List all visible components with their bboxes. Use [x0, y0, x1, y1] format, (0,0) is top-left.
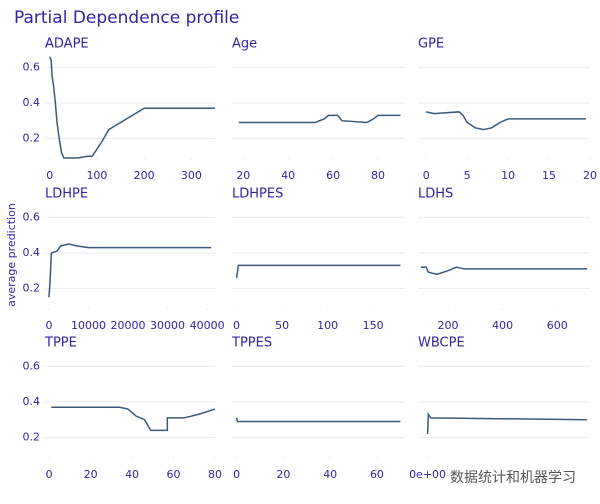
x-tick-label: 80: [208, 468, 222, 481]
x-tick-label: 0: [46, 468, 53, 481]
x-tick-label: 60: [370, 468, 384, 481]
y-tick-label: 0.4: [23, 395, 41, 408]
pd-line: [48, 243, 212, 298]
x-tick-label: 60: [167, 468, 181, 481]
y-tick-label: 0.6: [23, 60, 41, 73]
pd-line: [238, 114, 401, 124]
pd-line: [49, 56, 215, 159]
panel-title: LDHPE: [45, 187, 88, 202]
x-tick-label: 40: [323, 468, 337, 481]
x-tick-label: 20: [84, 468, 98, 481]
panel-title: GPE: [418, 37, 444, 52]
x-tick-label: 15: [542, 169, 556, 182]
watermark: 数据统计和机器学习: [450, 470, 576, 486]
pd-line: [235, 264, 401, 278]
x-tick-label: 40: [125, 468, 139, 481]
x-tick-label: 10000: [71, 319, 106, 332]
x-tick-label: 0: [233, 319, 240, 332]
y-tick-label: 0.2: [23, 430, 41, 443]
x-tick-label: 100: [86, 169, 107, 182]
panel-title: LDHS: [418, 187, 453, 202]
panel-title: TPPE: [44, 336, 77, 351]
pd-line: [420, 266, 588, 276]
y-tick-label: 0.2: [23, 131, 41, 144]
y-tick-label: 0.6: [23, 359, 41, 372]
x-tick-label: 40: [281, 169, 295, 182]
x-tick-label: 200: [134, 169, 155, 182]
chart-title: Partial Dependence profile: [14, 8, 239, 28]
panel-title: LDHPES: [232, 187, 283, 202]
x-tick-label: 80: [371, 169, 385, 182]
x-tick-label: 0: [423, 169, 430, 182]
x-tick-label: 150: [363, 319, 384, 332]
x-tick-label: 5: [464, 169, 471, 182]
x-tick-label: 0e+00: [409, 468, 446, 481]
x-tick-label: 0: [45, 319, 52, 332]
x-tick-label: 0: [46, 169, 53, 182]
y-tick-label: 0.4: [23, 96, 41, 109]
x-tick-label: 400: [492, 319, 513, 332]
pd-line: [51, 406, 216, 432]
x-tick-label: 60: [326, 169, 340, 182]
x-tick-label: 20: [583, 169, 597, 182]
panel-title: Age: [232, 37, 257, 52]
y-tick-label: 0.4: [23, 246, 41, 259]
y-tick-label: 0.6: [23, 210, 41, 223]
panel-title: TPPES: [231, 336, 272, 351]
x-tick-label: 20000: [111, 319, 146, 332]
x-tick-label: 20: [236, 169, 250, 182]
x-tick-label: 40000: [190, 319, 225, 332]
pd-line: [235, 417, 401, 423]
y-tick-label: 0.2: [23, 281, 41, 294]
x-tick-label: 300: [181, 169, 202, 182]
x-tick-label: 0: [233, 468, 240, 481]
panel-title: ADAPE: [45, 37, 89, 52]
x-tick-label: 30000: [150, 319, 185, 332]
x-tick-label: 20: [276, 468, 290, 481]
x-tick-label: 600: [547, 319, 568, 332]
y-axis-label: average prediction: [5, 203, 18, 307]
x-tick-label: 200: [438, 319, 459, 332]
x-tick-label: 50: [275, 319, 289, 332]
pd-line: [426, 111, 586, 131]
panel-title: WBCPE: [418, 336, 465, 351]
x-tick-label: 10: [501, 169, 515, 182]
x-tick-label: 100: [317, 319, 338, 332]
pd-line: [426, 412, 587, 434]
